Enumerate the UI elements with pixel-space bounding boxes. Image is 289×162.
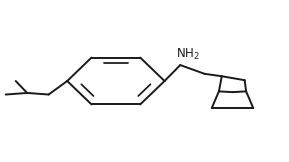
Text: NH$_2$: NH$_2$: [175, 47, 199, 62]
